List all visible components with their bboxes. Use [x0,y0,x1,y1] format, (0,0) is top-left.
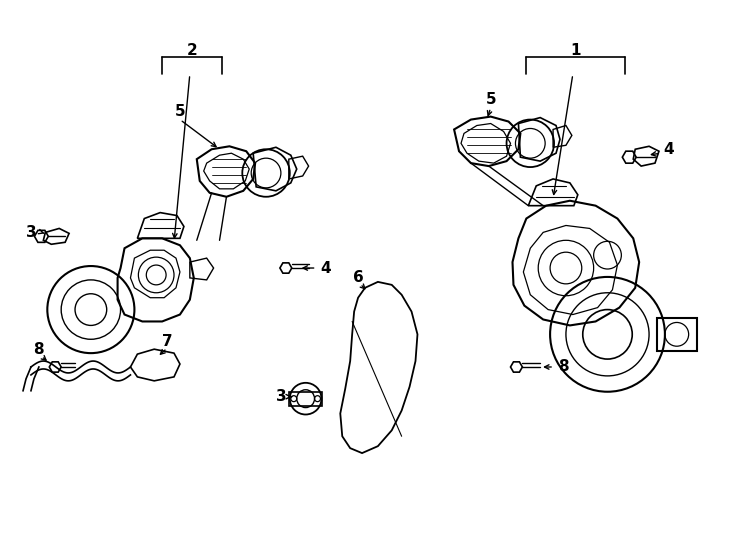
Text: 8: 8 [558,360,568,375]
Text: 3: 3 [26,225,37,240]
Text: 5: 5 [175,104,185,119]
Text: 5: 5 [485,92,496,107]
Text: 4: 4 [664,142,674,157]
Text: 1: 1 [570,43,581,58]
Text: 7: 7 [161,334,172,349]
Text: 4: 4 [320,260,331,275]
Text: 3: 3 [275,389,286,404]
Text: 6: 6 [353,271,363,286]
Text: 2: 2 [186,43,197,58]
Text: 8: 8 [33,342,44,357]
